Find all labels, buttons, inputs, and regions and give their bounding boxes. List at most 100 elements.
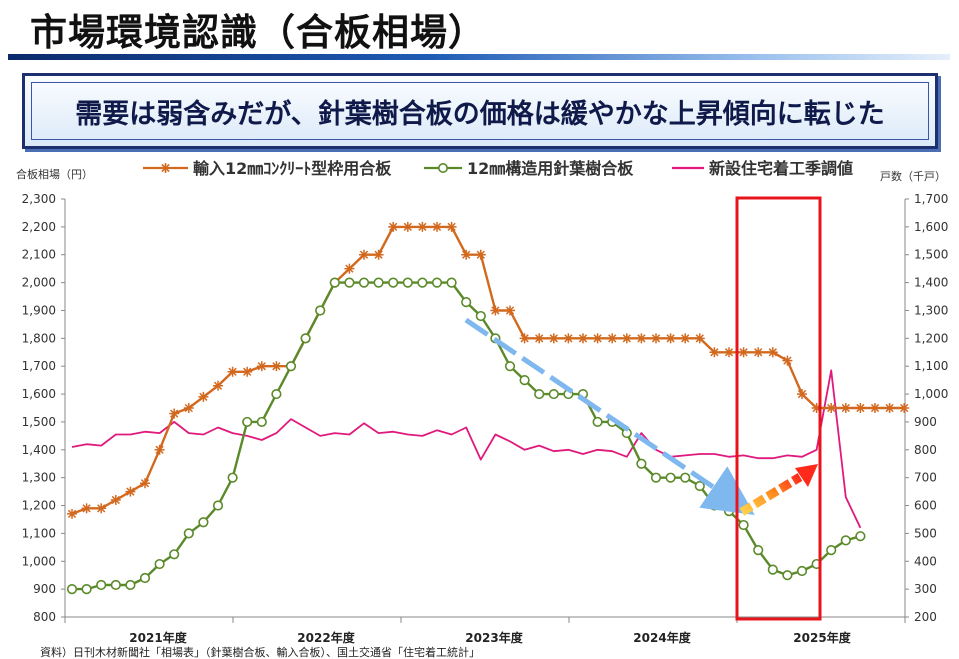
- data-point: [227, 472, 238, 483]
- data-point: [753, 347, 764, 358]
- legend-circle-icon: [437, 163, 448, 174]
- left-axis-ticks: 800 900 1,000 1,100 1,200 1,300 1,400 1,500 1,60…: [22, 192, 65, 624]
- right-tick-label: 500: [914, 526, 937, 540]
- right-axis-unit: 戸数（千戸）: [880, 170, 946, 183]
- data-point: [870, 403, 880, 413]
- data-point: [373, 277, 384, 288]
- data-point: [519, 375, 530, 386]
- right-tick-label: 1,500: [914, 248, 948, 262]
- right-tick-label: 300: [914, 582, 937, 596]
- right-tick-label: 1,600: [914, 220, 948, 234]
- data-point: [402, 277, 413, 288]
- data-point: [388, 221, 399, 232]
- chart-legend: 輸入12㎜ｺﾝｸﾘｰﾄ型枠用合板 12㎜構造用針葉樹合板 新設住宅着工季調値: [143, 159, 853, 178]
- left-tick-label: 1,200: [22, 499, 56, 513]
- data-point: [110, 494, 121, 505]
- x-label-2023: 2023年度: [465, 630, 523, 645]
- left-tick-label: 1,800: [22, 331, 56, 345]
- data-point: [212, 500, 224, 511]
- data-point: [198, 517, 209, 528]
- data-point: [490, 305, 501, 316]
- data-point: [140, 478, 150, 489]
- data-point: [548, 333, 559, 344]
- left-tick-label: 1,500: [22, 415, 56, 429]
- data-point: [782, 355, 793, 366]
- data-point: [636, 333, 647, 344]
- data-point: [475, 310, 486, 322]
- right-tick-label: 1,200: [914, 331, 948, 345]
- data-point: [81, 584, 92, 595]
- data-point: [855, 403, 866, 413]
- data-point: [723, 506, 735, 517]
- data-point: [665, 333, 676, 344]
- data-point: [461, 297, 472, 308]
- data-point: [169, 549, 180, 560]
- x-label-2022: 2022年度: [297, 630, 355, 645]
- data-point: [285, 361, 297, 372]
- right-tick-label: 1,700: [914, 192, 948, 206]
- data-point: [636, 458, 647, 469]
- data-point: [169, 408, 180, 419]
- data-point: [621, 333, 632, 344]
- softwood-plywood-series: [66, 277, 866, 595]
- data-point: [899, 403, 910, 413]
- data-point: [738, 519, 749, 531]
- data-point: [271, 388, 282, 400]
- right-tick-label: 900: [914, 415, 937, 429]
- data-point: [884, 403, 895, 413]
- data-point: [315, 305, 326, 316]
- left-tick-label: 800: [33, 610, 56, 624]
- data-point: [256, 361, 267, 372]
- series-line: [71, 225, 905, 516]
- right-tick-label: 700: [914, 471, 937, 485]
- data-point: [650, 472, 662, 483]
- data-point: [855, 531, 866, 542]
- right-axis-ticks: 200 300 400 500 600 700 800 900 1,000 1,100 1,200 1…: [905, 192, 948, 624]
- data-point: [694, 480, 705, 492]
- data-point: [96, 503, 107, 514]
- data-point: [461, 249, 472, 260]
- x-label-2021: 2021年度: [129, 630, 187, 645]
- data-point: [709, 347, 720, 358]
- data-point: [826, 545, 837, 556]
- data-point: [592, 416, 603, 428]
- headline-text: 需要は弱含みだが、針葉樹合板の価格は緩やかな上昇傾向に転じた: [75, 98, 885, 130]
- data-point: [782, 570, 793, 581]
- data-point: [680, 333, 691, 344]
- data-point: [592, 333, 603, 344]
- data-point: [198, 391, 209, 402]
- data-point: [548, 388, 559, 400]
- data-point: [796, 565, 808, 577]
- left-tick-label: 2,100: [22, 248, 56, 262]
- left-tick-label: 1,700: [22, 359, 56, 373]
- data-point: [183, 528, 194, 539]
- left-tick-label: 900: [33, 582, 56, 596]
- price-chart: 輸入12㎜ｺﾝｸﾘｰﾄ型枠用合板 12㎜構造用針葉樹合板 新設住宅着工季調値 合…: [16, 159, 948, 659]
- data-point: [329, 277, 340, 288]
- data-point: [227, 366, 238, 377]
- left-tick-label: 1,600: [22, 387, 56, 401]
- data-point: [154, 558, 165, 570]
- data-point: [300, 333, 311, 344]
- data-point: [402, 221, 413, 232]
- data-point: [534, 333, 545, 344]
- source-note: 資料）日刊木材新聞社「相場表」（針葉樹合板、輸入合板）、国土交通省「住宅着工統計…: [40, 645, 480, 659]
- data-point: [578, 333, 588, 344]
- data-point: [271, 361, 282, 372]
- data-point: [607, 333, 618, 344]
- left-tick-label: 1,100: [22, 526, 56, 540]
- legend-label-import-plywood: 輸入12㎜ｺﾝｸﾘｰﾄ型枠用合板: [193, 159, 392, 178]
- trend-up-arrowhead: [795, 464, 818, 487]
- data-point: [505, 305, 515, 316]
- data-point: [767, 564, 778, 575]
- data-point: [125, 486, 136, 497]
- data-point: [738, 347, 749, 358]
- left-tick-label: 2,000: [22, 276, 56, 290]
- import-plywood-series: [67, 221, 910, 519]
- data-point: [563, 333, 574, 344]
- data-point: [767, 347, 778, 358]
- data-point: [840, 535, 851, 546]
- series-line: [71, 369, 862, 529]
- data-point: [358, 277, 370, 288]
- data-point: [417, 221, 428, 232]
